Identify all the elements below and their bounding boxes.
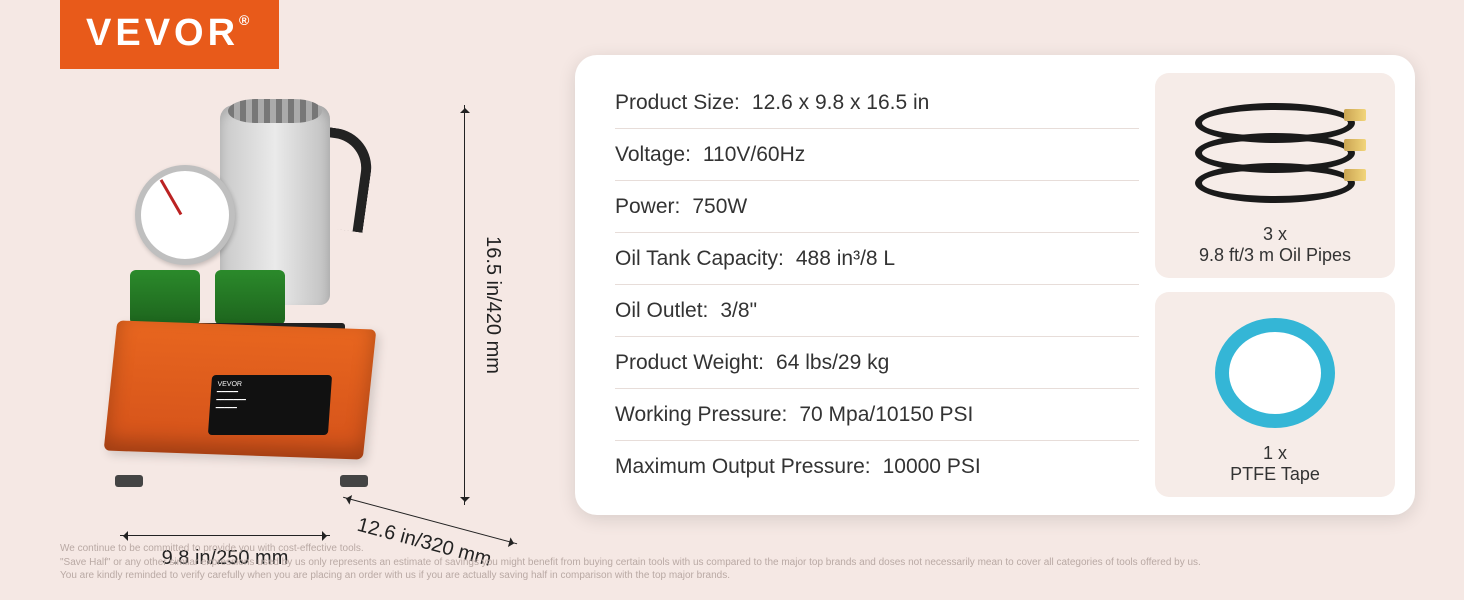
spec-row: Oil Outlet: 3/8" [615, 285, 1139, 337]
brand-name: VEVOR [86, 12, 239, 54]
pump-foot-icon [115, 475, 143, 487]
spec-label: Oil Tank Capacity: [615, 247, 784, 271]
spec-label: Working Pressure: [615, 403, 787, 427]
solenoid-valve-icon [130, 270, 200, 325]
spec-row: Power: 750W [615, 181, 1139, 233]
spec-row: Working Pressure: 70 Mpa/10150 PSI [615, 389, 1139, 441]
spec-row: Oil Tank Capacity: 488 in³/8 L [615, 233, 1139, 285]
dimension-height: 16.5 in/420 mm [455, 105, 475, 505]
spec-label: Maximum Output Pressure: [615, 455, 871, 479]
accessory-qty: 3 x [1263, 224, 1287, 245]
spec-value: 70 Mpa/10150 PSI [799, 403, 973, 427]
disclaimer-line: "Save Half" or any other similar express… [60, 556, 1414, 570]
specs-card: Product Size: 12.6 x 9.8 x 16.5 in Voltag… [575, 55, 1415, 515]
accessories-panel: 3 x 9.8 ft/3 m Oil Pipes 1 x PTFE Tape [1155, 73, 1395, 497]
specs-table: Product Size: 12.6 x 9.8 x 16.5 in Voltag… [575, 55, 1149, 515]
product-label-plate: VEVOR━━━━━━━━━━━━━━━━━ [208, 375, 332, 435]
spec-value: 488 in³/8 L [796, 247, 895, 271]
dimension-height-label: 16.5 in/420 mm [481, 236, 504, 374]
spec-label: Product Size: [615, 91, 740, 115]
accessory-ptfe-tape: 1 x PTFE Tape [1155, 292, 1395, 497]
product-illustration: VEVOR━━━━━━━━━━━━━━━━━ 16.5 in/420 mm 9.… [60, 85, 490, 505]
accessory-qty: 1 x [1263, 443, 1287, 464]
spec-value: 12.6 x 9.8 x 16.5 in [752, 91, 929, 115]
pump-foot-icon [340, 475, 368, 487]
spec-row: Product Weight: 64 lbs/29 kg [615, 337, 1139, 389]
solenoid-valve-icon [215, 270, 285, 325]
spec-row: Voltage: 110V/60Hz [615, 129, 1139, 181]
spec-value: 110V/60Hz [703, 143, 805, 167]
spec-row: Maximum Output Pressure: 10000 PSI [615, 441, 1139, 493]
disclaimer-text: We continue to be committed to provide y… [60, 542, 1414, 583]
ptfe-tape-icon [1163, 302, 1387, 443]
spec-label: Product Weight: [615, 351, 764, 375]
spec-label: Oil Outlet: [615, 299, 708, 323]
spec-value: 3/8" [720, 299, 757, 323]
spec-row: Product Size: 12.6 x 9.8 x 16.5 in [615, 77, 1139, 129]
accessory-label: 9.8 ft/3 m Oil Pipes [1199, 245, 1351, 266]
disclaimer-line: We continue to be committed to provide y… [60, 542, 1414, 556]
pressure-gauge-icon [135, 165, 235, 265]
disclaimer-line: You are kindly reminded to verify carefu… [60, 569, 1414, 583]
spec-label: Power: [615, 195, 680, 219]
spec-value: 750W [692, 195, 747, 219]
hydraulic-pump-icon: VEVOR━━━━━━━━━━━━━━━━━ [80, 95, 400, 475]
accessory-label: PTFE Tape [1230, 464, 1320, 485]
spec-label: Voltage: [615, 143, 691, 167]
spec-value: 64 lbs/29 kg [776, 351, 889, 375]
oil-pipes-icon [1163, 83, 1387, 224]
accessory-oil-pipes: 3 x 9.8 ft/3 m Oil Pipes [1155, 73, 1395, 278]
brand-reg-mark: ® [239, 12, 253, 28]
spec-value: 10000 PSI [883, 455, 981, 479]
brand-logo: VEVOR® [60, 0, 279, 69]
